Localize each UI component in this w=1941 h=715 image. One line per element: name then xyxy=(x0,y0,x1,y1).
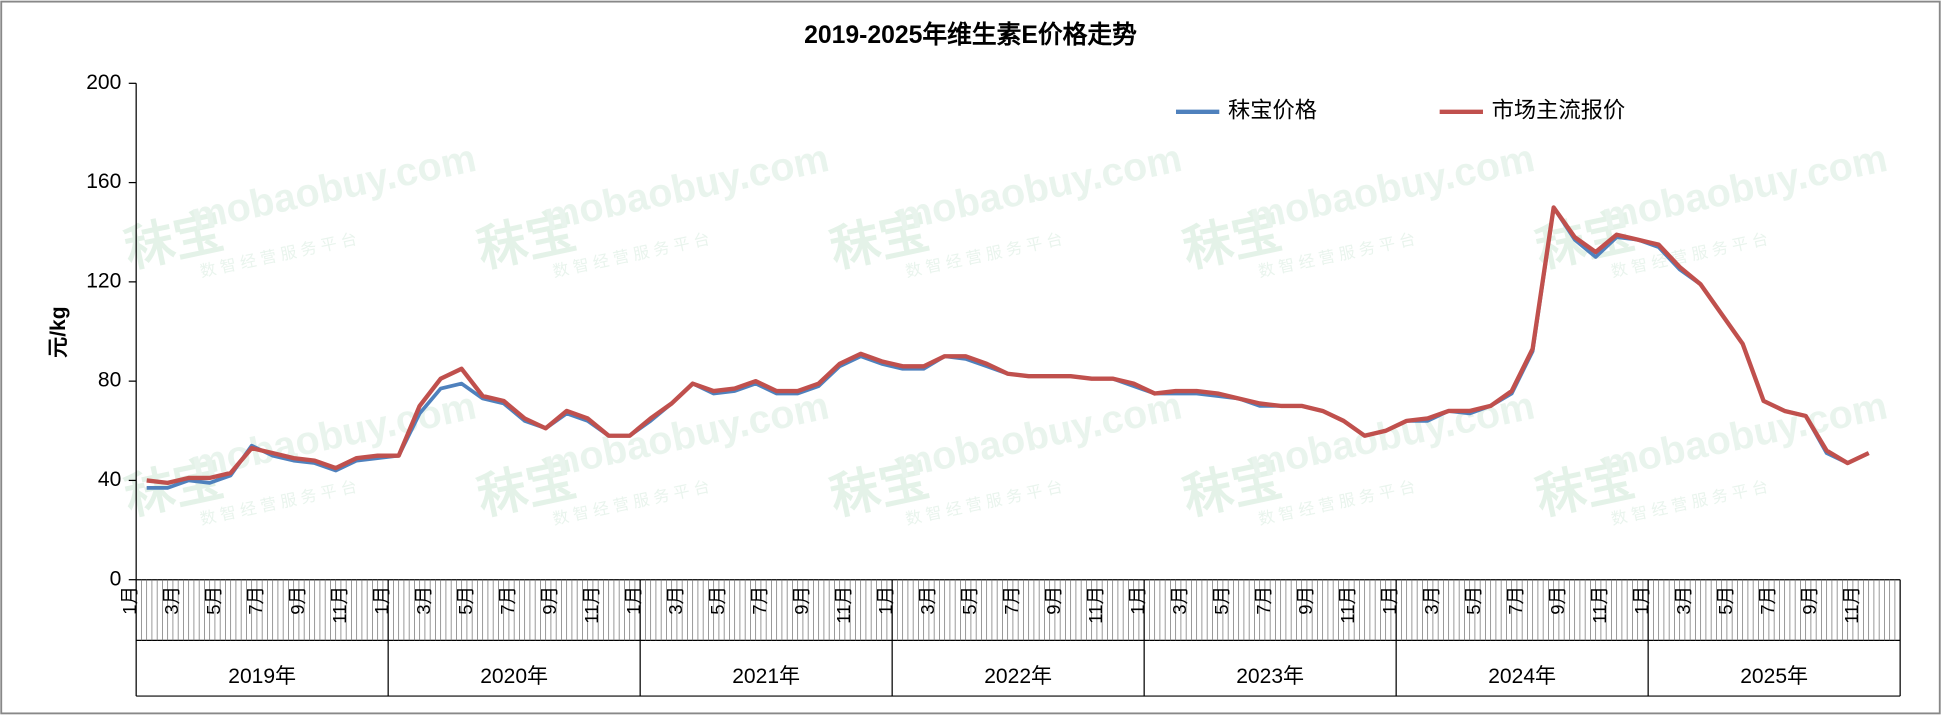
x-tick-label: 11月 xyxy=(1085,586,1106,624)
year-label: 2020年 xyxy=(480,664,548,688)
y-tick-label: 80 xyxy=(98,369,121,392)
x-tick-label: 1月 xyxy=(1631,586,1652,615)
x-tick-label: 9月 xyxy=(287,586,308,615)
x-tick-label: 3月 xyxy=(1421,586,1442,615)
x-tick-label: 3月 xyxy=(1169,586,1190,615)
y-tick-label: 200 xyxy=(86,71,121,94)
x-tick-label: 5月 xyxy=(455,586,476,615)
y-axis-label: 元/kg xyxy=(47,306,70,357)
y-tick-label: 120 xyxy=(86,269,121,292)
x-tick-label: 3月 xyxy=(1673,586,1694,615)
legend-label: 秣宝价格 xyxy=(1228,98,1317,123)
x-tick-label: 5月 xyxy=(1211,586,1232,615)
legend-label: 市场主流报价 xyxy=(1492,98,1626,123)
x-tick-label: 7月 xyxy=(749,586,770,615)
x-tick-label: 9月 xyxy=(791,586,812,615)
x-tick-label: 11月 xyxy=(1337,586,1358,624)
x-tick-label: 5月 xyxy=(959,586,980,615)
x-tick-label: 9月 xyxy=(1043,586,1064,615)
x-tick-label: 1月 xyxy=(1127,586,1148,615)
x-tick-label: 1月 xyxy=(623,586,644,615)
x-tick-label: 9月 xyxy=(1295,586,1316,615)
x-tick-label: 5月 xyxy=(1463,586,1484,615)
x-tick-label: 1月 xyxy=(1379,586,1400,615)
x-tick-label: 11月 xyxy=(581,586,602,624)
y-tick-label: 0 xyxy=(110,567,122,590)
year-label: 2023年 xyxy=(1236,664,1304,688)
year-label: 2021年 xyxy=(732,664,800,688)
x-tick-label: 3月 xyxy=(917,586,938,615)
x-tick-label: 7月 xyxy=(497,586,518,615)
y-tick-label: 40 xyxy=(98,468,121,491)
x-tick-label: 1月 xyxy=(119,586,140,615)
x-tick-label: 11月 xyxy=(833,586,854,624)
x-tick-label: 1月 xyxy=(371,586,392,615)
x-tick-label: 3月 xyxy=(161,586,182,615)
year-label: 2024年 xyxy=(1488,664,1556,688)
x-tick-label: 7月 xyxy=(1505,586,1526,615)
x-tick-label: 7月 xyxy=(1757,586,1778,615)
x-tick-label: 11月 xyxy=(329,586,350,624)
chart-title: 2019-2025年维生素E价格走势 xyxy=(804,20,1137,49)
x-tick-label: 5月 xyxy=(1715,586,1736,615)
y-tick-label: 160 xyxy=(86,170,121,193)
x-tick-label: 1月 xyxy=(875,586,896,615)
x-tick-label: 7月 xyxy=(1253,586,1274,615)
x-tick-label: 7月 xyxy=(245,586,266,615)
x-tick-label: 3月 xyxy=(413,586,434,615)
x-tick-label: 11月 xyxy=(1589,586,1610,624)
year-label: 2025年 xyxy=(1740,664,1808,688)
x-tick-label: 7月 xyxy=(1001,586,1022,615)
x-tick-label: 11月 xyxy=(1841,586,1862,624)
series-line xyxy=(146,205,1870,486)
x-tick-label: 9月 xyxy=(1547,586,1568,615)
x-tick-label: 3月 xyxy=(665,586,686,615)
year-label: 2019年 xyxy=(228,664,296,688)
x-tick-label: 9月 xyxy=(1799,586,1820,615)
x-tick-label: 5月 xyxy=(707,586,728,615)
x-tick-label: 9月 xyxy=(539,586,560,615)
x-tick-label: 5月 xyxy=(203,586,224,615)
year-label: 2022年 xyxy=(984,664,1052,688)
